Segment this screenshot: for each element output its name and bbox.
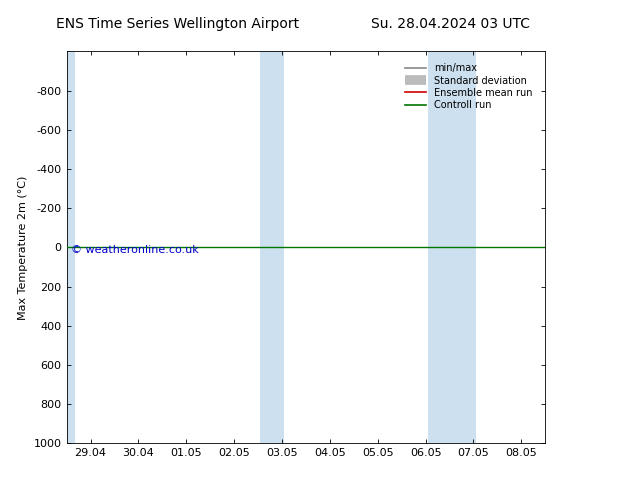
- Y-axis label: Max Temperature 2m (°C): Max Temperature 2m (°C): [18, 175, 28, 319]
- Text: © weatheronline.co.uk: © weatheronline.co.uk: [72, 245, 199, 255]
- Legend: min/max, Standard deviation, Ensemble mean run, Controll run: min/max, Standard deviation, Ensemble me…: [402, 60, 536, 113]
- Bar: [261, 51, 285, 443]
- Bar: [67, 51, 75, 443]
- Text: ENS Time Series Wellington Airport: ENS Time Series Wellington Airport: [56, 17, 299, 31]
- Bar: [428, 51, 476, 443]
- Text: Su. 28.04.2024 03 UTC: Su. 28.04.2024 03 UTC: [371, 17, 529, 31]
